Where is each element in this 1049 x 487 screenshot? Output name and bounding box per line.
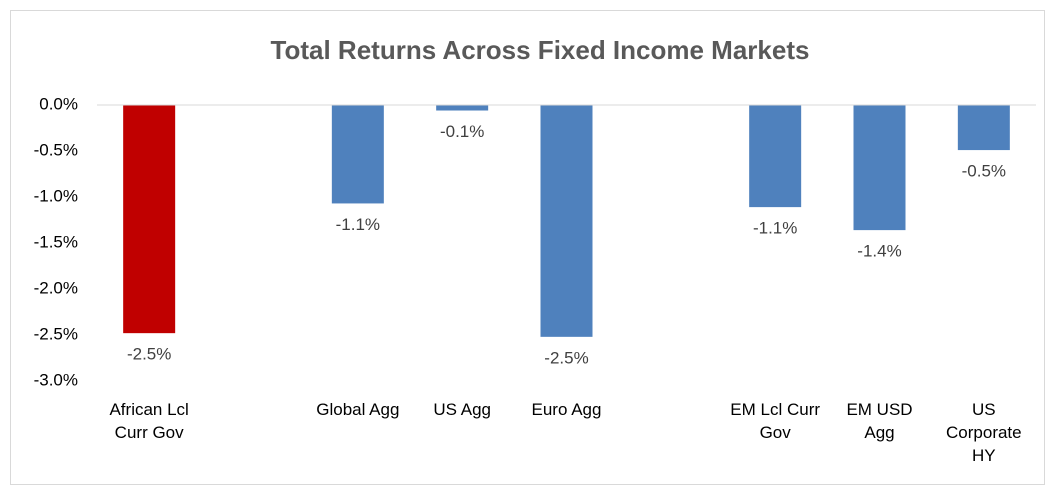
chart-frame (10, 10, 1045, 485)
x-tick-label: African Lcl Curr Gov (109, 400, 188, 442)
bar (436, 105, 489, 111)
x-tick-label: US Corporate HY (946, 400, 1022, 465)
data-label: -1.1% (336, 215, 380, 234)
y-tick-label: -0.5% (34, 140, 78, 159)
y-tick-label: -2.5% (34, 324, 78, 343)
bar (331, 105, 384, 204)
y-tick-label: -1.5% (34, 232, 78, 251)
y-tick-label: -2.0% (34, 278, 78, 297)
data-label: -2.5% (127, 345, 171, 364)
x-tick-label: EM USD Agg (846, 400, 912, 442)
data-label: -2.5% (544, 348, 588, 367)
chart-title: Total Returns Across Fixed Income Market… (271, 35, 810, 65)
y-tick-label: -1.0% (34, 186, 78, 205)
bar (749, 105, 802, 208)
data-label: -0.1% (440, 122, 484, 141)
y-tick-label: 0.0% (39, 94, 78, 113)
x-tick-label: Global Agg (316, 400, 399, 419)
y-tick-label: -3.0% (34, 370, 78, 389)
data-label: -1.4% (857, 242, 901, 261)
x-tick-label: Euro Agg (532, 400, 602, 419)
x-tick-label: US Agg (433, 400, 491, 419)
bar (540, 105, 593, 337)
x-tick-label: EM Lcl Curr Gov (730, 400, 820, 442)
bar (957, 105, 1010, 151)
data-label: -1.1% (753, 219, 797, 238)
bar (123, 105, 176, 334)
data-label: -0.5% (962, 162, 1006, 181)
bar (853, 105, 906, 231)
